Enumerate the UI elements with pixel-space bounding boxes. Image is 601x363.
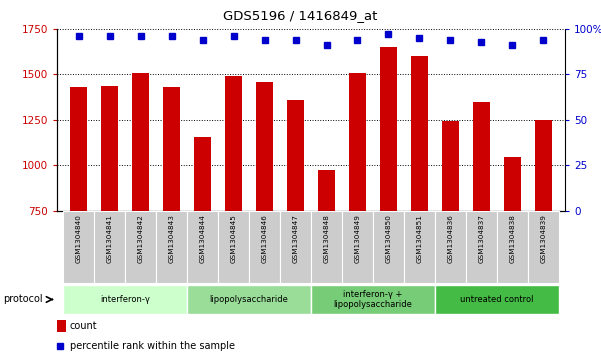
Text: GSM1304836: GSM1304836 [447, 214, 453, 263]
Bar [435, 285, 559, 314]
Bar [256, 82, 273, 211]
Bar [194, 137, 211, 211]
Bar [163, 87, 180, 211]
Bar [225, 76, 242, 211]
Bar [349, 73, 366, 211]
Bar [287, 100, 304, 211]
Bar [63, 285, 187, 314]
Bar [504, 157, 521, 211]
Text: GSM1304848: GSM1304848 [323, 214, 329, 263]
Bar [528, 211, 559, 283]
Bar [218, 211, 249, 283]
Text: interferon-γ +
lipopolysaccharide: interferon-γ + lipopolysaccharide [334, 290, 412, 309]
Bar [404, 211, 435, 283]
Text: GSM1304851: GSM1304851 [416, 214, 423, 263]
Text: GSM1304844: GSM1304844 [200, 214, 206, 263]
Bar [411, 56, 428, 211]
Text: GDS5196 / 1416849_at: GDS5196 / 1416849_at [224, 9, 377, 22]
Bar [70, 87, 87, 211]
Bar [187, 285, 311, 314]
Text: lipopolysaccharide: lipopolysaccharide [210, 295, 288, 304]
Text: GSM1304838: GSM1304838 [509, 214, 515, 263]
Bar [497, 211, 528, 283]
Text: untreated control: untreated control [460, 295, 534, 304]
Bar [280, 211, 311, 283]
Bar [101, 86, 118, 211]
Bar [342, 211, 373, 283]
Bar [466, 211, 497, 283]
Bar [57, 320, 66, 332]
Bar [125, 211, 156, 283]
Bar [311, 285, 435, 314]
Text: GSM1304846: GSM1304846 [261, 214, 267, 263]
Text: GSM1304842: GSM1304842 [138, 214, 144, 263]
Text: GSM1304850: GSM1304850 [385, 214, 391, 263]
Bar [473, 102, 490, 211]
Bar [318, 170, 335, 211]
Text: GSM1304837: GSM1304837 [478, 214, 484, 263]
Text: GSM1304840: GSM1304840 [76, 214, 82, 263]
Bar [311, 211, 342, 283]
Text: interferon-γ: interferon-γ [100, 295, 150, 304]
Bar [373, 211, 404, 283]
Bar [435, 211, 466, 283]
Bar [249, 211, 280, 283]
Text: GSM1304839: GSM1304839 [540, 214, 546, 263]
Bar [442, 121, 459, 211]
Text: percentile rank within the sample: percentile rank within the sample [70, 341, 235, 351]
Text: GSM1304841: GSM1304841 [107, 214, 113, 263]
Bar [132, 73, 149, 211]
Bar [187, 211, 218, 283]
Text: GSM1304847: GSM1304847 [293, 214, 299, 263]
Text: protocol: protocol [3, 294, 43, 305]
Text: GSM1304849: GSM1304849 [355, 214, 361, 263]
Bar [156, 211, 187, 283]
Bar [535, 120, 552, 211]
Text: GSM1304845: GSM1304845 [231, 214, 237, 263]
Bar [63, 211, 94, 283]
Text: GSM1304843: GSM1304843 [169, 214, 175, 263]
Bar [380, 47, 397, 211]
Bar [94, 211, 125, 283]
Text: count: count [70, 321, 97, 331]
